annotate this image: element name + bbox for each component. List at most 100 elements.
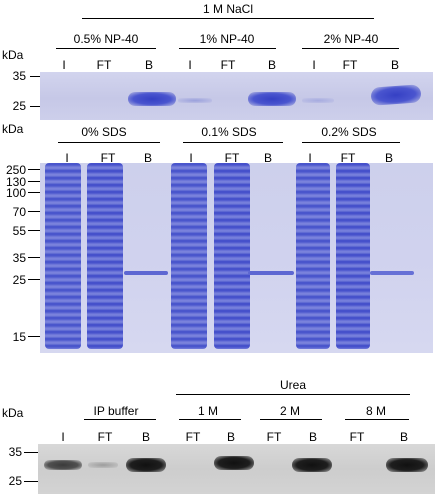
middle-marker-35: 35 bbox=[12, 251, 26, 265]
bottom-condition-line-2 bbox=[179, 419, 241, 420]
top-lane-6: B bbox=[267, 58, 277, 72]
top-header-line bbox=[82, 18, 374, 19]
top-marker-35: 35 bbox=[12, 69, 26, 83]
middle-lane-8: FT bbox=[340, 151, 356, 165]
bottom-header: Urea bbox=[279, 378, 307, 392]
middle-marker-250: 250 bbox=[5, 163, 26, 177]
bottom-band-b-8m bbox=[386, 458, 428, 472]
middle-lane-smear-i3 bbox=[296, 163, 330, 349]
middle-lane-3: B bbox=[143, 151, 153, 165]
middle-marker-70: 70 bbox=[12, 205, 26, 219]
bottom-band-ft-ipbuffer bbox=[88, 462, 118, 468]
top-tick-25 bbox=[30, 106, 40, 107]
bottom-lane-1: I bbox=[61, 430, 65, 444]
top-band-ft3 bbox=[302, 98, 334, 103]
bottom-header-line bbox=[176, 394, 410, 395]
bottom-western-blot bbox=[38, 444, 435, 494]
middle-lane-smear-ft3 bbox=[336, 163, 370, 349]
middle-lane-smear-i2 bbox=[171, 163, 207, 349]
middle-band-b2 bbox=[248, 271, 294, 275]
top-band-ft2 bbox=[178, 98, 212, 103]
top-coomassie-gel bbox=[40, 72, 433, 120]
top-lane-3: B bbox=[144, 58, 154, 72]
top-lane-7: I bbox=[312, 58, 316, 72]
top-condition-line-2 bbox=[179, 48, 276, 49]
middle-lane-7: I bbox=[308, 151, 312, 165]
middle-condition-1: 0% SDS bbox=[81, 125, 127, 139]
bottom-band-b-ipbuffer bbox=[126, 458, 166, 472]
bottom-lane-2: FT bbox=[97, 430, 113, 444]
middle-tick-70 bbox=[28, 211, 40, 212]
middle-tick-25 bbox=[28, 279, 40, 280]
bottom-band-i bbox=[44, 460, 82, 470]
top-condition-line-1 bbox=[56, 48, 156, 49]
top-condition-2: 1% NP-40 bbox=[199, 32, 255, 46]
middle-marker-15: 15 bbox=[12, 330, 26, 344]
bottom-tick-25 bbox=[24, 481, 38, 482]
top-kda-label: kDa bbox=[2, 48, 24, 62]
bottom-marker-35: 35 bbox=[8, 445, 22, 459]
top-lane-4: I bbox=[188, 58, 192, 72]
middle-marker-130: 130 bbox=[5, 175, 26, 189]
middle-lane-2: FT bbox=[100, 151, 116, 165]
bottom-lane-3: B bbox=[141, 430, 151, 444]
middle-lane-9: B bbox=[384, 151, 394, 165]
top-lane-2: FT bbox=[96, 58, 112, 72]
bottom-lane-4: FT bbox=[185, 430, 201, 444]
top-lane-8: FT bbox=[342, 58, 358, 72]
middle-lane-6: B bbox=[263, 151, 273, 165]
top-condition-3: 2% NP-40 bbox=[323, 32, 379, 46]
middle-condition-3: 0.2% SDS bbox=[321, 125, 377, 139]
middle-condition-line-2 bbox=[183, 142, 283, 143]
middle-lane-smear-ft1 bbox=[87, 163, 123, 349]
bottom-condition-line-1 bbox=[84, 419, 156, 420]
middle-tick-35 bbox=[28, 257, 40, 258]
middle-tick-130 bbox=[28, 181, 40, 182]
top-marker-25: 25 bbox=[12, 99, 26, 113]
bottom-condition-2: 1 M bbox=[197, 404, 219, 418]
middle-lane-1: I bbox=[65, 151, 69, 165]
bottom-lane-7: B bbox=[308, 430, 318, 444]
middle-marker-25: 25 bbox=[12, 273, 26, 287]
bottom-lane-9: B bbox=[399, 430, 409, 444]
top-header: 1 M NaCl bbox=[202, 2, 254, 16]
bottom-lane-5: B bbox=[226, 430, 236, 444]
top-band-b3 bbox=[370, 84, 422, 106]
top-lane-9: B bbox=[390, 58, 400, 72]
middle-tick-15 bbox=[28, 336, 40, 337]
middle-condition-line-3 bbox=[302, 142, 400, 143]
middle-coomassie-gel bbox=[40, 163, 433, 353]
middle-band-b3 bbox=[370, 271, 414, 275]
middle-condition-line-1 bbox=[58, 142, 160, 143]
bottom-condition-line-4 bbox=[345, 419, 409, 420]
middle-marker-100: 100 bbox=[5, 186, 26, 200]
top-condition-1: 0.5% NP-40 bbox=[73, 32, 139, 46]
top-tick-35 bbox=[30, 76, 40, 77]
top-lane-1: I bbox=[62, 58, 66, 72]
middle-lane-4: I bbox=[189, 151, 193, 165]
bottom-tick-35 bbox=[24, 452, 38, 453]
middle-marker-55: 55 bbox=[12, 224, 26, 238]
bottom-band-b-1m bbox=[214, 456, 254, 470]
bottom-lane-8: FT bbox=[349, 430, 365, 444]
bottom-lane-6: FT bbox=[266, 430, 282, 444]
top-band-b2 bbox=[248, 92, 296, 106]
middle-lane-smear-i1 bbox=[45, 163, 81, 349]
bottom-condition-4: 8 M bbox=[365, 404, 387, 418]
top-condition-line-3 bbox=[302, 48, 399, 49]
bottom-condition-line-3 bbox=[260, 419, 322, 420]
middle-kda-label: kDa bbox=[2, 122, 24, 136]
middle-tick-100 bbox=[28, 192, 40, 193]
top-band-b1 bbox=[128, 92, 176, 106]
bottom-kda-label: kDa bbox=[2, 406, 24, 420]
bottom-condition-1: IP buffer bbox=[93, 404, 139, 418]
middle-tick-250 bbox=[28, 169, 40, 170]
middle-lane-5: FT bbox=[224, 151, 240, 165]
bottom-band-b-2m bbox=[292, 458, 332, 472]
bottom-marker-25: 25 bbox=[8, 474, 22, 488]
middle-lane-smear-ft2 bbox=[214, 163, 250, 349]
middle-band-b1 bbox=[124, 271, 168, 275]
bottom-condition-3: 2 M bbox=[279, 404, 301, 418]
middle-tick-55 bbox=[28, 230, 40, 231]
